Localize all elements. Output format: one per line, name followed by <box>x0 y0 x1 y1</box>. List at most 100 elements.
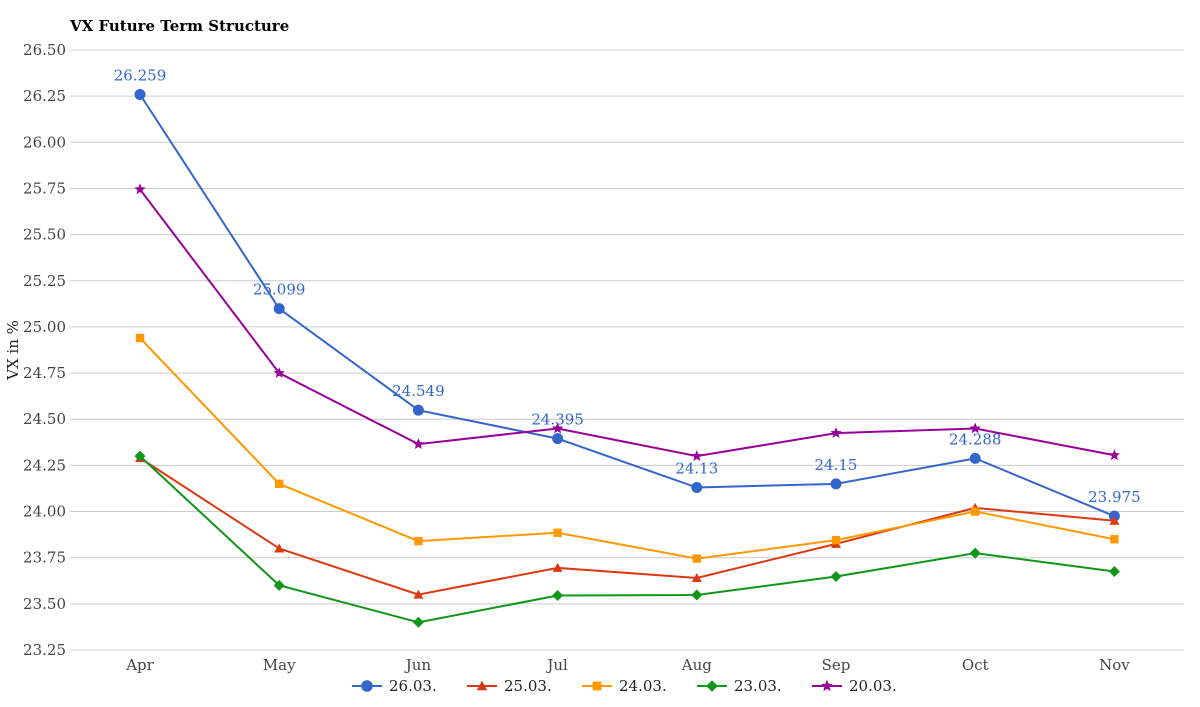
data-point <box>273 367 285 378</box>
legend-label: 24.03. <box>619 677 667 695</box>
y-tick-label: 23.50 <box>23 595 66 613</box>
data-point <box>412 438 425 450</box>
y-tick-label: 25.25 <box>23 272 66 290</box>
data-label: 24.549 <box>392 382 445 400</box>
y-tick-label: 24.00 <box>23 503 66 521</box>
data-point <box>551 422 564 434</box>
chart-title: VX Future Term Structure <box>69 17 289 35</box>
y-tick-label: 24.50 <box>23 410 66 428</box>
data-point <box>552 590 564 602</box>
y-tick-label: 26.50 <box>23 41 66 59</box>
legend-item[interactable]: 20.03. <box>812 677 897 695</box>
data-point <box>274 543 285 553</box>
series-line <box>139 188 1115 458</box>
data-point <box>273 303 285 315</box>
y-axis-ticks: 23.25 23.50 23.75 24.00 24.25 24.50 24.75 25.00… <box>23 41 66 659</box>
y-tick-label: 23.25 <box>23 641 66 659</box>
data-point <box>134 183 146 195</box>
legend-swatch-marker <box>592 681 602 691</box>
legend-swatch-marker <box>821 679 833 692</box>
legend[interactable]: 26.03. 25.03. 24.03. 23.03. 20.03. <box>352 677 897 695</box>
data-point <box>691 450 703 462</box>
series-2003 <box>134 183 1121 462</box>
data-point <box>134 88 146 100</box>
data-point <box>1108 449 1121 461</box>
y-tick-label: 24.75 <box>23 364 66 382</box>
data-point <box>831 535 841 545</box>
x-tick-label: Jul <box>545 656 568 674</box>
x-tick-label: Apr <box>125 656 154 674</box>
data-point <box>414 536 423 546</box>
y-tick-label: 25.75 <box>23 179 66 197</box>
data-label: 24.15 <box>815 456 858 474</box>
legend-swatch-marker <box>706 680 718 692</box>
legend-item[interactable]: 24.03. <box>582 677 667 695</box>
legend-label: 25.03. <box>504 677 552 695</box>
y-tick-label: 24.25 <box>23 456 66 474</box>
x-tick-label: Nov <box>1099 656 1130 674</box>
series-line <box>139 93 1115 518</box>
legend-swatch-marker <box>476 680 488 691</box>
series-line <box>139 457 1115 596</box>
legend-swatch-marker <box>361 680 373 692</box>
series-2503 <box>135 453 1120 599</box>
data-point <box>1110 535 1119 544</box>
data-point <box>553 528 562 537</box>
data-point <box>692 554 701 563</box>
x-tick-label: Jun <box>404 656 432 674</box>
legend-label: 23.03. <box>734 677 782 695</box>
x-tick-label: Sep <box>822 656 851 674</box>
data-label: 26.259 <box>114 66 167 84</box>
data-point <box>830 427 842 438</box>
legend-item[interactable]: 26.03. <box>352 677 437 695</box>
y-tick-label: 25.50 <box>23 226 66 244</box>
series-2603 <box>134 88 1120 522</box>
legend-item[interactable]: 23.03. <box>697 677 782 695</box>
x-axis-ticks: Apr May Jun Jul Aug Sep Oct Nov <box>125 656 1130 674</box>
data-point <box>971 507 980 516</box>
data-point <box>552 562 563 572</box>
y-axis-title: VX in % <box>4 320 22 381</box>
data-point <box>273 579 285 591</box>
data-point <box>412 616 424 628</box>
legend-item[interactable]: 25.03. <box>467 677 552 695</box>
data-point <box>275 479 284 489</box>
y-tick-label: 23.75 <box>23 549 66 567</box>
data-point <box>691 589 703 601</box>
data-label: 25.099 <box>253 281 306 299</box>
x-tick-label: Oct <box>962 656 989 674</box>
data-point <box>134 450 146 462</box>
series-2303 <box>134 450 1120 628</box>
data-label: 24.288 <box>949 430 1002 448</box>
legend-label: 20.03. <box>849 677 897 695</box>
data-point <box>691 573 702 582</box>
data-point <box>830 571 842 583</box>
legend-label: 26.03. <box>389 677 437 695</box>
data-point <box>1109 515 1120 525</box>
data-point <box>1108 566 1120 578</box>
gridlines <box>70 49 1184 651</box>
data-point <box>412 404 424 416</box>
data-point <box>691 482 703 494</box>
y-tick-label: 26.25 <box>23 87 66 105</box>
data-point <box>830 478 842 490</box>
data-point <box>413 589 424 599</box>
series-lines <box>134 88 1121 628</box>
x-tick-label: May <box>263 656 296 674</box>
series-line <box>139 455 1115 624</box>
data-point <box>969 547 981 559</box>
data-point <box>969 422 981 434</box>
series-line <box>139 337 1115 560</box>
data-label: 24.13 <box>675 460 718 478</box>
data-labels: 26.259 25.099 24.549 24.395 24.13 24.15 24.288… <box>114 66 1141 506</box>
data-point <box>969 452 981 464</box>
y-tick-label: 25.00 <box>23 318 66 336</box>
series-2403 <box>135 333 1119 563</box>
data-label: 23.975 <box>1088 488 1141 506</box>
data-point <box>552 433 564 445</box>
data-label: 24.395 <box>531 411 584 429</box>
x-tick-label: Aug <box>681 656 712 674</box>
data-point <box>135 333 145 343</box>
y-tick-label: 26.00 <box>23 133 66 151</box>
